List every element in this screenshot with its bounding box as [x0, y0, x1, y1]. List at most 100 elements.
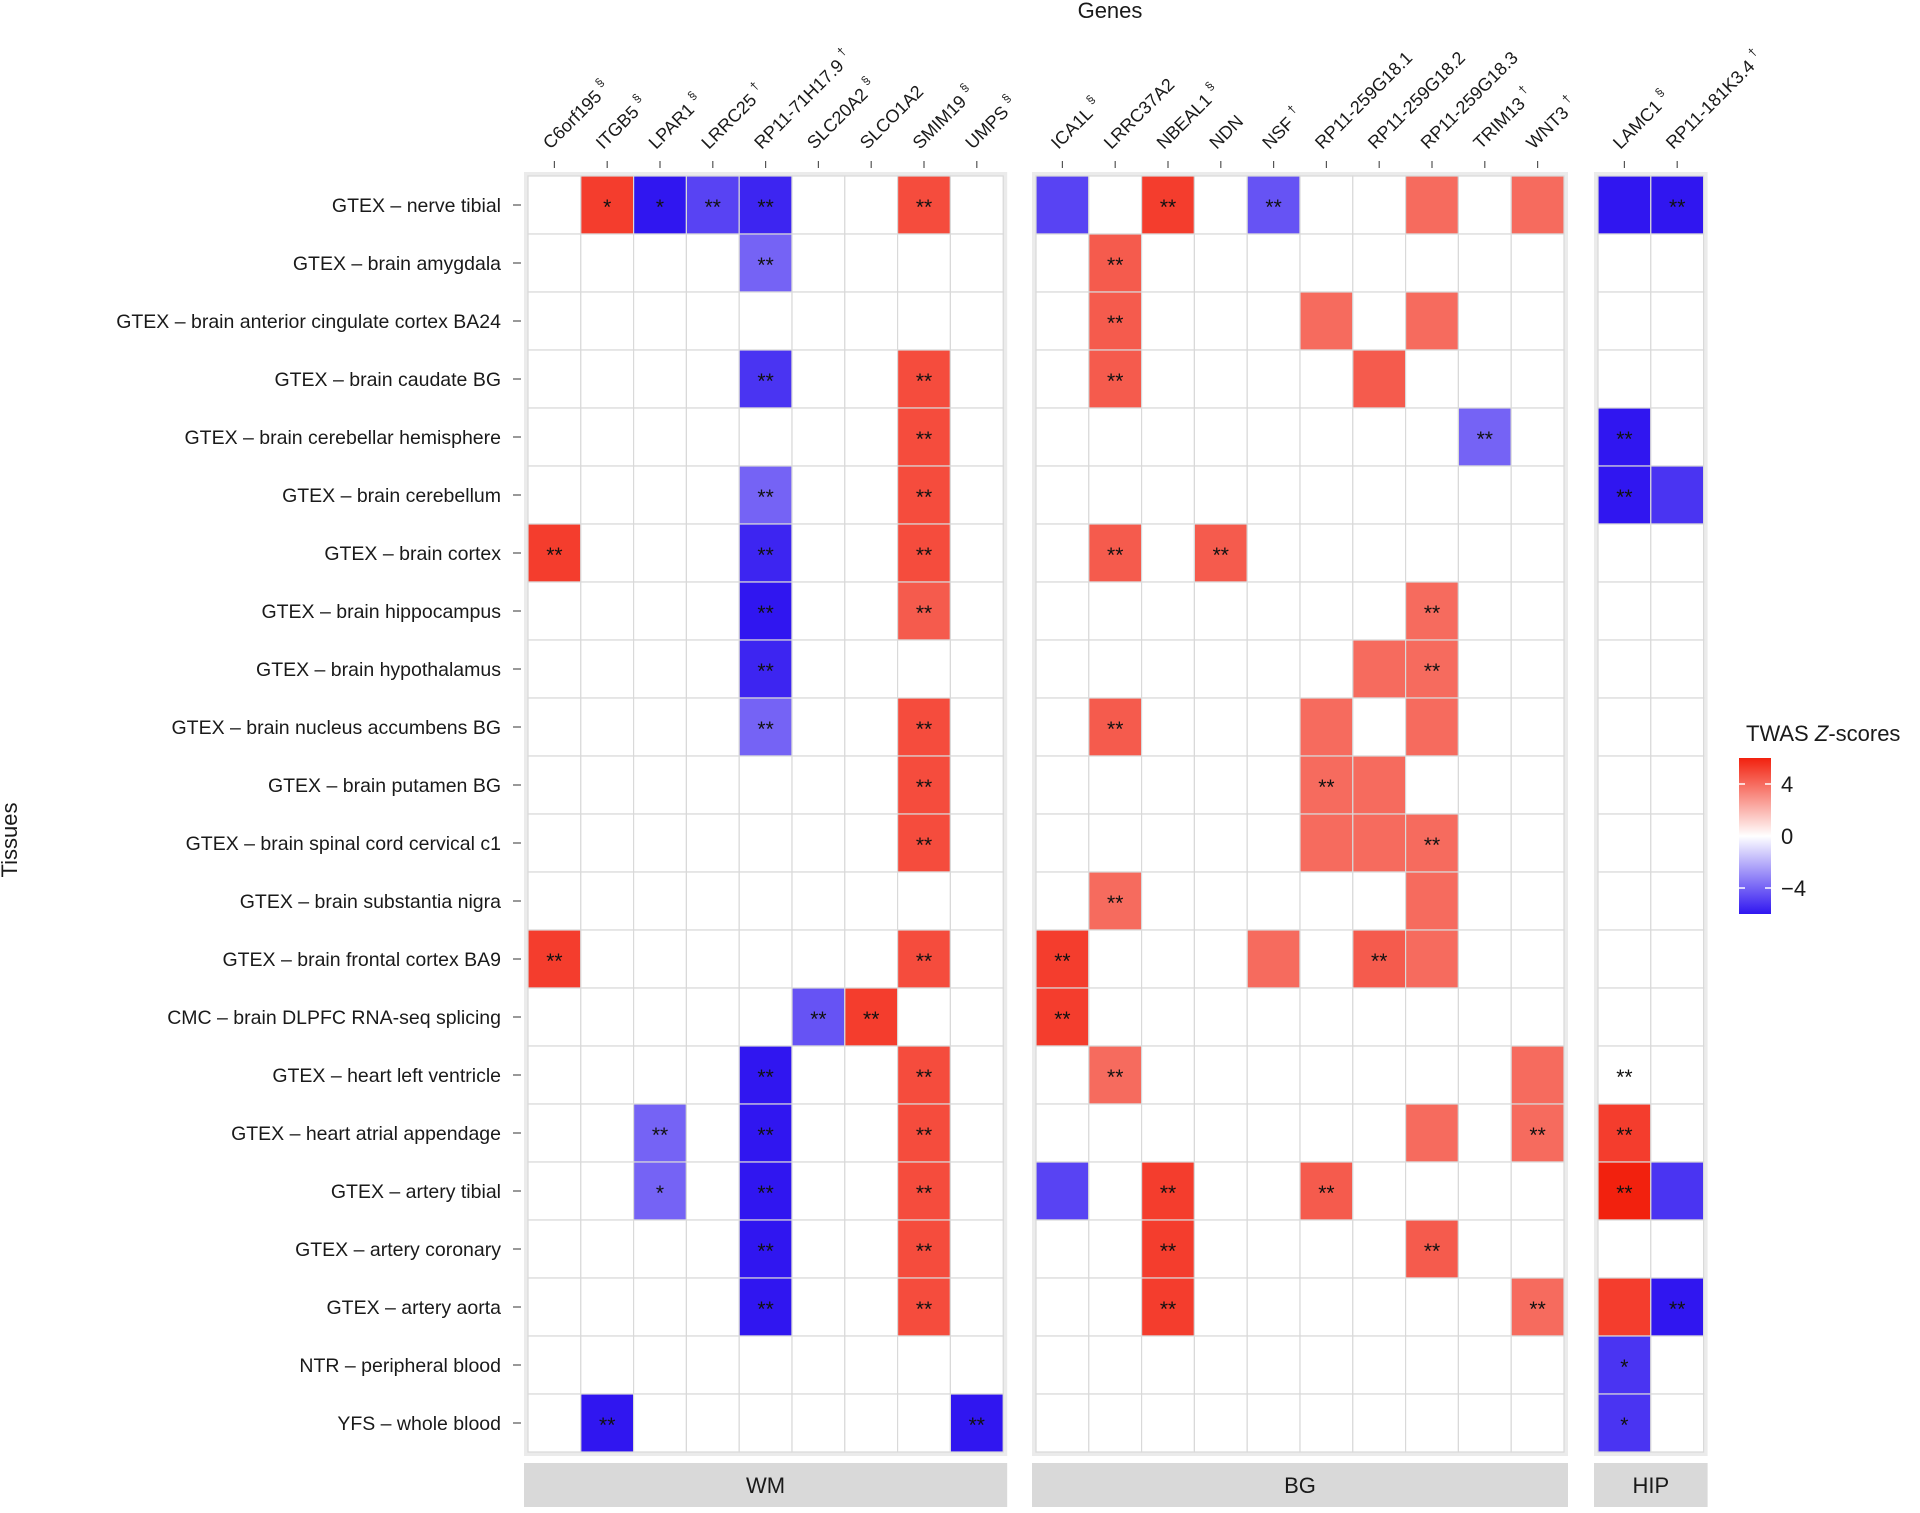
heatmap-cell	[1352, 697, 1407, 757]
heatmap-cell	[1299, 929, 1354, 989]
gene-mark: †	[1559, 92, 1574, 107]
heatmap-cell	[632, 1045, 687, 1105]
significance-mark: **	[1424, 602, 1440, 625]
tissue-label: CMC – brain DLPFC RNA-seq splicing	[167, 1007, 501, 1029]
heatmap-cell	[632, 233, 687, 293]
tissue-label: GTEX – brain frontal cortex BA9	[222, 949, 501, 971]
heatmap-cell	[791, 1335, 846, 1395]
heatmap-cell	[738, 523, 793, 583]
heatmap-cell	[738, 987, 793, 1047]
heatmap-cell	[580, 1219, 635, 1279]
heatmap-cell	[685, 1219, 740, 1279]
heatmap-cell	[949, 291, 1004, 351]
heatmap-cell	[844, 1277, 899, 1337]
heatmap-cell	[1246, 465, 1301, 525]
heatmap-cell	[685, 871, 740, 931]
heatmap-cell	[949, 465, 1004, 525]
heatmap-cell	[1299, 291, 1354, 351]
heatmap-cell	[1510, 1393, 1565, 1453]
panel-wm: * * ** ** ****** ****** **** ** **** ****** ******…	[524, 44, 1021, 1507]
heatmap-cell	[1650, 465, 1705, 525]
legend-tick-label: 0	[1781, 824, 1793, 849]
tissue-label: GTEX – brain substantia nigra	[240, 891, 501, 913]
heatmap-cell	[844, 523, 899, 583]
tissue-label: GTEX – brain spinal cord cervical c1	[186, 833, 501, 855]
heatmap-cell	[844, 1161, 899, 1221]
significance-mark: **	[757, 1182, 773, 1205]
significance-mark: **	[1160, 1182, 1176, 1205]
heatmap-cell	[632, 1219, 687, 1279]
panel-strip-label: BG	[1284, 1473, 1316, 1498]
heatmap-cell	[1510, 871, 1565, 931]
heatmap-cell	[1193, 349, 1248, 409]
tissue-label: GTEX – brain putamen BG	[268, 775, 501, 797]
heatmap-cell	[1352, 349, 1407, 409]
heatmap-cell	[1510, 755, 1565, 815]
heatmap-cell	[896, 349, 951, 409]
heatmap-cell	[1299, 1393, 1354, 1453]
panel-strip	[524, 1463, 1008, 1507]
heatmap-cell	[1088, 813, 1143, 873]
heatmap-cell	[949, 233, 1004, 293]
heatmap-cell	[1457, 465, 1512, 525]
heatmap-cell	[1404, 407, 1459, 467]
heatmap-cell	[1140, 523, 1195, 583]
gene-label: LAMC1§	[1606, 85, 1674, 153]
significance-mark: **	[1107, 254, 1123, 277]
heatmap-cell	[685, 1045, 740, 1105]
heatmap-cell	[1597, 813, 1652, 873]
heatmap-cell	[632, 871, 687, 931]
gene-label: RP11-259G18.3	[1417, 48, 1522, 153]
heatmap-cell	[1193, 407, 1248, 467]
heatmap-cell	[1650, 1045, 1705, 1105]
heatmap-cell	[1510, 523, 1565, 583]
heatmap-cell	[949, 697, 1004, 757]
heatmap-cell	[844, 465, 899, 525]
significance-mark: *	[656, 1182, 664, 1205]
heatmap-cell	[527, 349, 582, 409]
heatmap-cell	[1404, 1045, 1459, 1105]
heatmap-cell	[685, 465, 740, 525]
x-axis-title: Genes	[1078, 0, 1143, 23]
heatmap-cell	[949, 1277, 1004, 1337]
gene-mark: †	[834, 44, 849, 59]
significance-mark: **	[1529, 1124, 1545, 1147]
heatmap-cell	[1597, 233, 1652, 293]
heatmap-cell	[1088, 465, 1143, 525]
heatmap-cell	[1246, 291, 1301, 351]
heatmap-cell	[949, 407, 1004, 467]
heatmap-cell	[738, 697, 793, 757]
heatmap-cell	[791, 871, 846, 931]
heatmap-cell	[1597, 581, 1652, 641]
heatmap-cell	[1140, 233, 1195, 293]
significance-mark: **	[1424, 1240, 1440, 1263]
legend-title-z: Z	[1814, 721, 1830, 746]
heatmap-cell	[632, 349, 687, 409]
significance-mark: **	[916, 950, 932, 973]
heatmap-cell	[1510, 407, 1565, 467]
heatmap-cell	[1035, 175, 1090, 235]
heatmap-cell	[791, 1161, 846, 1221]
heatmap-cell	[632, 175, 687, 235]
heatmap-cell	[949, 581, 1004, 641]
heatmap-cell	[1510, 349, 1565, 409]
heatmap-cell	[580, 465, 635, 525]
heatmap-cell	[632, 291, 687, 351]
heatmap-cell	[1510, 987, 1565, 1047]
heatmap-cell	[1597, 1045, 1652, 1105]
heatmap-cell	[1457, 1045, 1512, 1105]
significance-mark: **	[916, 1240, 932, 1263]
heatmap-cell	[1088, 407, 1143, 467]
heatmap-cell	[896, 929, 951, 989]
heatmap-cell	[580, 987, 635, 1047]
heatmap-cell	[1597, 1219, 1652, 1279]
gene-mark: †	[747, 79, 762, 94]
heatmap-cell	[527, 233, 582, 293]
heatmap-cell	[1246, 581, 1301, 641]
heatmap-cell	[1035, 1393, 1090, 1453]
heatmap-cell	[791, 1045, 846, 1105]
heatmap-cell	[1510, 1161, 1565, 1221]
heatmap-cell	[1299, 871, 1354, 931]
heatmap-cell	[1193, 639, 1248, 699]
heatmap-cell	[1193, 233, 1248, 293]
